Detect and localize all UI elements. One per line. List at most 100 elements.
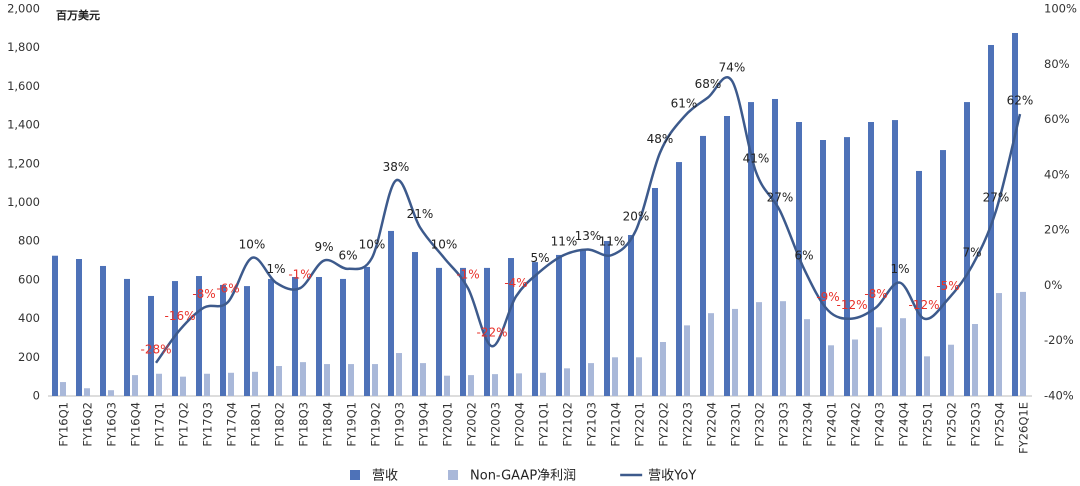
data-label: -8% [864, 287, 887, 301]
x-tick-label: FY20Q3 [489, 402, 503, 447]
bar [412, 252, 418, 396]
data-label: 13% [575, 229, 602, 243]
bar [820, 139, 826, 396]
data-label: -12% [908, 298, 939, 312]
legend-label: 营收 [372, 469, 398, 484]
y2-tick-label: -20% [1044, 333, 1074, 347]
bar [292, 276, 298, 396]
y2-tick-label: 40% [1044, 167, 1070, 181]
bar [300, 362, 306, 396]
y2-tick-label: 20% [1044, 223, 1070, 237]
x-tick-label: FY17Q4 [225, 402, 239, 447]
bar [532, 262, 538, 396]
bar [700, 135, 706, 396]
bar [988, 44, 994, 397]
bar [940, 150, 946, 396]
bar [316, 276, 322, 396]
x-tick-label: FY18Q3 [297, 402, 311, 447]
bar [100, 265, 106, 396]
y-tick-label: 0 [33, 389, 40, 403]
bar [52, 255, 58, 396]
data-label: -4% [504, 276, 527, 290]
y2-tick-label: 100% [1044, 2, 1077, 16]
bar [1012, 32, 1018, 397]
x-tick-label: FY22Q2 [657, 402, 671, 447]
data-label: -22% [476, 326, 507, 340]
data-label: 6% [338, 248, 357, 262]
bar [156, 373, 162, 396]
legend-swatch [448, 470, 459, 480]
bar [444, 375, 450, 396]
x-tick-label: FY22Q1 [633, 402, 647, 447]
y2-tick-label: 0% [1044, 278, 1062, 292]
bar [132, 375, 138, 396]
data-label: 6% [794, 248, 813, 262]
legend-label: 营收YoY [648, 469, 696, 484]
bar [804, 319, 810, 396]
data-label: 1% [266, 262, 285, 276]
y2-tick-label: 80% [1044, 57, 1070, 71]
bar [580, 249, 586, 396]
x-tick-label: FY25Q1 [921, 402, 935, 447]
bar [628, 235, 634, 396]
bar [972, 324, 978, 396]
bar [276, 366, 282, 396]
data-label: -16% [164, 309, 195, 323]
bar [1020, 291, 1026, 396]
x-tick-label: FY21Q1 [537, 402, 551, 447]
x-tick-label: FY20Q1 [441, 402, 455, 447]
bar [924, 356, 930, 396]
x-tick-label: FY17Q2 [177, 402, 191, 447]
bar [724, 116, 730, 397]
data-label: 5% [530, 251, 549, 265]
legend-swatch [350, 470, 360, 480]
x-tick-label: FY22Q4 [705, 402, 719, 447]
data-label: 10% [239, 237, 266, 251]
data-label: 10% [359, 237, 386, 251]
x-tick-label: FY22Q3 [681, 402, 695, 447]
y-tick-label: 2,000 [7, 2, 40, 16]
x-tick-label: FY26Q1E [1017, 402, 1031, 454]
bar [684, 325, 690, 396]
bar [460, 267, 466, 396]
x-tick-label: FY25Q2 [945, 402, 959, 447]
x-tick-label: FY25Q3 [969, 402, 983, 447]
bar [916, 170, 922, 396]
data-label: -12% [836, 298, 867, 312]
x-tick-label: FY19Q3 [393, 402, 407, 447]
x-tick-label: FY16Q3 [105, 402, 119, 447]
y-tick-label: 200 [18, 350, 40, 364]
bar [780, 301, 786, 396]
bar [508, 258, 514, 396]
data-label: -6% [216, 282, 239, 296]
bar [76, 259, 82, 396]
bar [748, 102, 754, 397]
data-label: 27% [767, 190, 794, 204]
x-tick-label: FY24Q1 [825, 402, 839, 447]
x-tick-label: FY18Q1 [249, 402, 263, 447]
y-tick-label: 1,200 [7, 156, 40, 170]
x-tick-label: FY23Q3 [777, 402, 791, 447]
x-tick-label: FY19Q1 [345, 402, 359, 447]
bar [228, 372, 234, 396]
data-label: 11% [551, 235, 578, 249]
bar [564, 368, 570, 396]
y-tick-label: 1,400 [7, 118, 40, 132]
bar [996, 293, 1002, 396]
bar [148, 295, 154, 396]
data-label: 61% [671, 96, 698, 110]
data-label: 11% [599, 235, 626, 249]
bar [196, 276, 202, 396]
x-tick-label: FY23Q4 [801, 402, 815, 447]
data-label: -8% [192, 287, 215, 301]
bar [492, 374, 498, 396]
bar [244, 286, 250, 396]
x-tick-label: FY19Q2 [369, 402, 383, 447]
data-label: -1% [288, 268, 311, 282]
y-tick-label: 400 [18, 311, 40, 325]
bar [388, 230, 394, 396]
bar [324, 364, 330, 396]
data-label: 1% [890, 262, 909, 276]
bar [372, 364, 378, 396]
x-tick-label: FY21Q2 [561, 402, 575, 447]
